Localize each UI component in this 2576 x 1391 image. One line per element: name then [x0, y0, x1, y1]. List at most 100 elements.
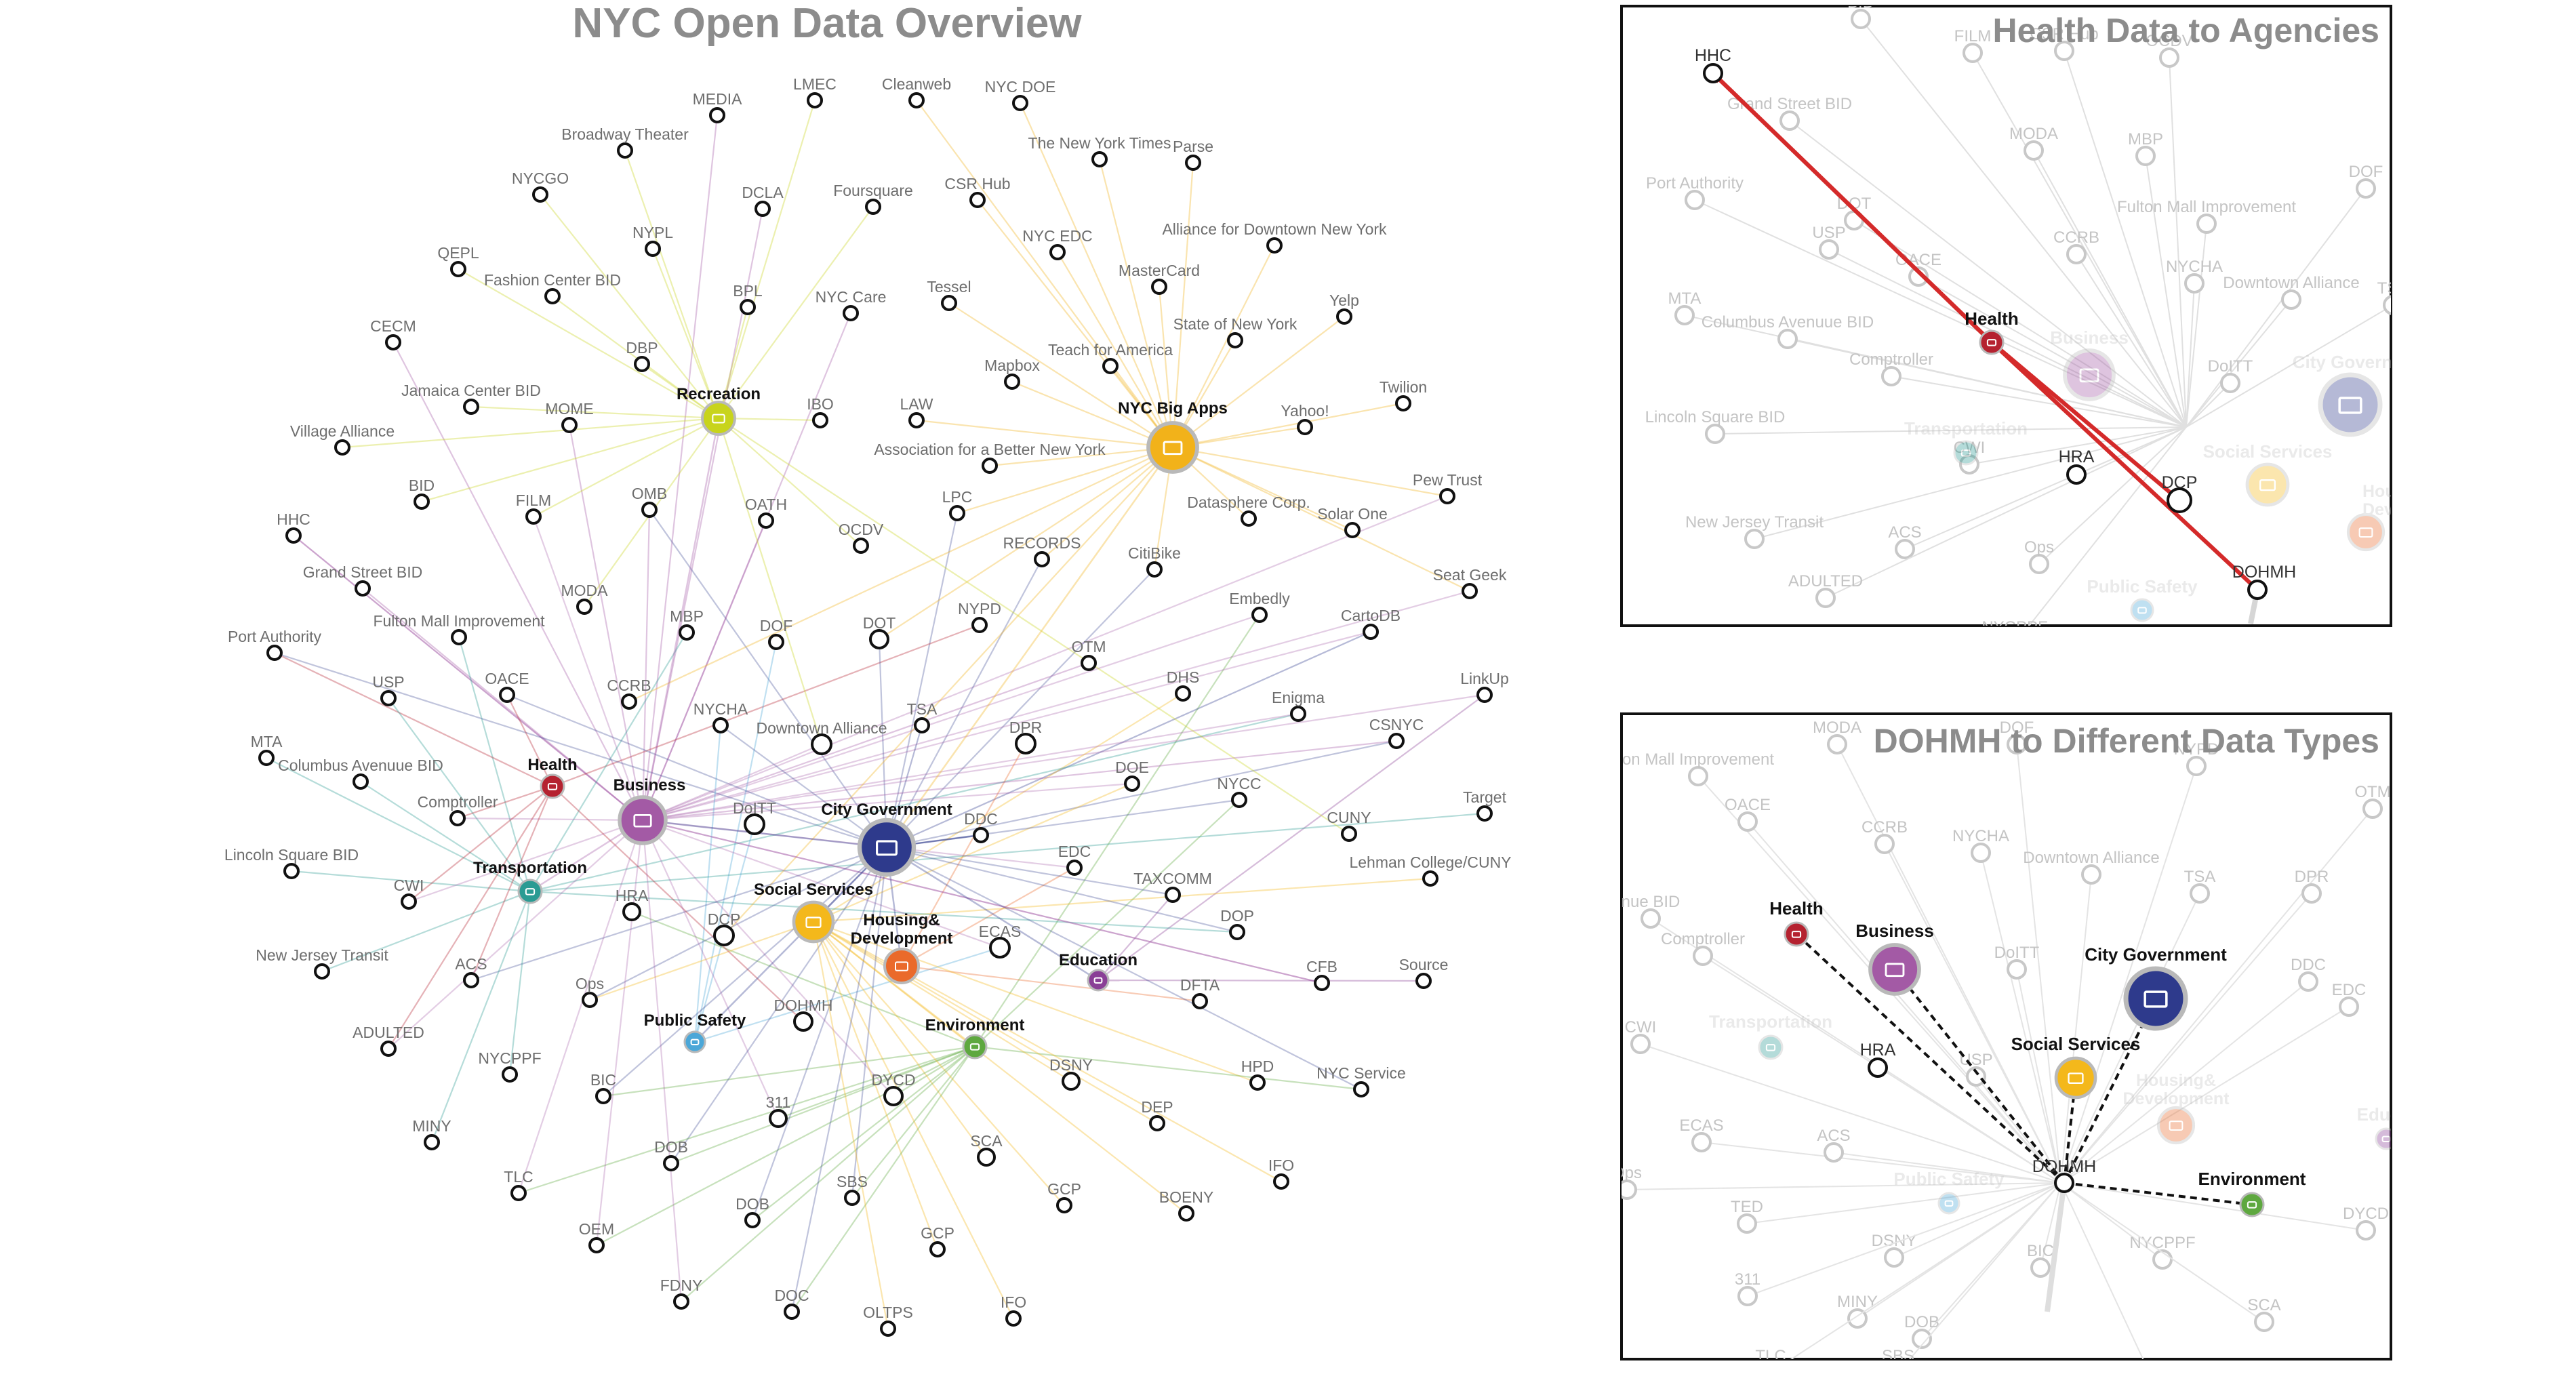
panel-health-node-dof[interactable]: DOF [2349, 163, 2383, 199]
panel-dohmh-node-bic[interactable]: BIC [2027, 1242, 2054, 1278]
hub-transportation[interactable]: Transportation [473, 859, 587, 904]
agency-node-dhs[interactable]: DHS [1167, 668, 1200, 702]
panel-health-node-hhc[interactable]: HHC [1695, 46, 1731, 83]
agency-node-dot[interactable]: DOT [863, 614, 896, 649]
agency-node-dbp[interactable]: DBP [626, 339, 658, 372]
panel-health-node-acs[interactable]: ACS [1888, 523, 1922, 559]
panel-health-hub-health[interactable]: Health [1965, 308, 2019, 355]
panel-dohmh-node-dohmh[interactable]: DOHMH [2032, 1157, 2096, 1193]
agency-node-cwi[interactable]: CWI [394, 876, 424, 910]
panel-dohmh-node-ecas[interactable]: ECAS [1679, 1116, 1724, 1152]
panel-dohmh-hub-transportation[interactable]: Transportation [1709, 1011, 1832, 1060]
agency-node-lmec[interactable]: LMEC [793, 75, 837, 108]
hub-big-apps[interactable]: NYC Big Apps [1118, 399, 1228, 474]
panel-dohmh-node-usp[interactable]: USP [1959, 1051, 1993, 1087]
agency-node-nycppf[interactable]: NYCPPF [478, 1049, 542, 1083]
agency-node-yahoo[interactable]: Yahoo! [1281, 402, 1329, 435]
agency-node-hpd[interactable]: HPD [1241, 1057, 1274, 1091]
agency-node-columbus-avenuue-bid[interactable]: Columbus Avenuue BID [278, 757, 443, 790]
agency-node-parse[interactable]: Parse [1173, 138, 1213, 171]
agency-node-hhc[interactable]: HHC [277, 510, 310, 544]
agency-node-bpl[interactable]: BPL [733, 282, 763, 315]
agency-node-mapbox[interactable]: Mapbox [984, 357, 1040, 390]
agency-node-otm[interactable]: OTM [1071, 638, 1106, 671]
hub-public-safety[interactable]: Public Safety [644, 1011, 746, 1053]
panel-dohmh-hub-health[interactable]: Health [1769, 898, 1824, 947]
panel-dohmh-node-sca[interactable]: SCA [2247, 1296, 2281, 1332]
agency-node-association-for-a-better-new-york[interactable]: Association for a Better New York [874, 441, 1106, 474]
panel-dohmh-node-dsny[interactable]: DSNY [1872, 1232, 1917, 1268]
agency-node-teach-for-america[interactable]: Teach for America [1048, 341, 1173, 374]
hub-city-government[interactable]: City Government [821, 801, 952, 877]
panel-dohmh-node-cwi[interactable]: CWI [1625, 1018, 1657, 1054]
agency-node-tessel[interactable]: Tessel [927, 278, 971, 311]
agency-node-ifo[interactable]: IFO [1268, 1156, 1294, 1190]
panel-dohmh-node-nypd[interactable]: NYPD [2174, 740, 2219, 776]
hub-environment[interactable]: Environment [925, 1016, 1025, 1060]
agency-node-fashion-center-bid[interactable]: Fashion Center BID [484, 271, 621, 304]
agency-node-csr-hub[interactable]: CSR Hub [944, 175, 1011, 208]
agency-node-yelp[interactable]: Yelp [1329, 291, 1359, 325]
panel-health-node-new-jersey-transit[interactable]: New Jersey Transit [1685, 513, 1824, 549]
agency-node-usp[interactable]: USP [372, 673, 405, 706]
panel-health-hub-social-services[interactable]: Social Services [2203, 441, 2333, 507]
agency-node-mome[interactable]: MOME [545, 400, 594, 433]
panel-health-node-mbp[interactable]: MBP [2128, 130, 2163, 166]
panel-health-node-bid[interactable]: BID [1847, 0, 1874, 29]
panel-dohmh-node-dof[interactable]: DOF [2000, 719, 2034, 754]
agency-node-boeny[interactable]: BOENY [1159, 1188, 1214, 1222]
agency-node-acs[interactable]: ACS [455, 955, 487, 988]
panel-dohmh-node-ccrb[interactable]: CCRB [1861, 818, 1908, 854]
agency-node-nyc-doe[interactable]: NYC DOE [985, 78, 1056, 111]
panel-health-node-film[interactable]: FILM [1954, 27, 1992, 63]
panel-health-node-dohmh[interactable]: DOHMH [2232, 563, 2296, 600]
agency-node-dop[interactable]: DOP [1220, 907, 1254, 940]
agency-node-nycc[interactable]: NYCC [1217, 775, 1262, 808]
hub-education[interactable]: Education [1059, 951, 1138, 992]
agency-node-law[interactable]: LAW [900, 395, 933, 428]
agency-node-ddc[interactable]: DDC [964, 810, 998, 843]
hub-health[interactable]: Health [527, 756, 578, 799]
panel-dohmh-node-dob[interactable]: DOB [1904, 1313, 1939, 1349]
agency-node-grand-street-bid[interactable]: Grand Street BID [303, 563, 422, 597]
agency-node-citibike[interactable]: CitiBike [1128, 544, 1181, 578]
hub-social-services[interactable]: Social Services [754, 881, 873, 944]
hub-business[interactable]: Business [613, 776, 686, 845]
panel-dohmh-node-acs[interactable]: ACS [1817, 1127, 1851, 1163]
agency-node-dpr[interactable]: DPR [1009, 719, 1043, 754]
agency-node-tsa[interactable]: TSA [907, 700, 938, 733]
agency-node-dcp[interactable]: DCP [708, 910, 741, 946]
panel-dohmh-hub-environment[interactable]: Environment [2198, 1169, 2306, 1217]
agency-node-oath[interactable]: OATH [745, 496, 787, 529]
agency-node-nyc-service[interactable]: NYC Service [1316, 1064, 1406, 1097]
agency-node-alliance-for-downtown-new-york[interactable]: Alliance for Downtown New York [1162, 220, 1387, 254]
panel-dohmh-node-moda[interactable]: MODA [1813, 719, 1861, 754]
panel-dohmh-node-downtown-alliance[interactable]: Downtown Alliance [2023, 849, 2160, 885]
agency-node-bid[interactable]: BID [409, 477, 435, 510]
panel-health-node-dcp[interactable]: DCP [2162, 473, 2198, 513]
panel-health-node-columbus-avenuue-bid[interactable]: Columbus Avenuue BID [1702, 313, 1874, 349]
agency-node-nyc-edc[interactable]: NYC EDC [1022, 227, 1093, 260]
agency-node-oem[interactable]: OEM [579, 1220, 614, 1253]
agency-node-gcp[interactable]: GCP [1047, 1180, 1081, 1213]
agency-node-broadway-theater[interactable]: Broadway Theater [561, 125, 689, 159]
agency-node-ifo[interactable]: IFO [1001, 1293, 1026, 1327]
panel-dohmh-node-sbs[interactable]: SBS [1882, 1347, 1914, 1382]
panel-dohmh-node-on-mall-improvement[interactable]: on Mall Improvement [1622, 750, 1774, 786]
agency-node-film[interactable]: FILM [516, 491, 551, 525]
agency-node-ccrb[interactable]: CCRB [607, 677, 651, 710]
panel-health-node-hra[interactable]: HRA [2059, 447, 2095, 485]
panel-dohmh-node-ops[interactable]: Ops [1612, 1164, 1642, 1200]
agency-node-linkup[interactable]: LinkUp [1460, 670, 1509, 703]
agency-node-dsny[interactable]: DSNY [1049, 1056, 1093, 1091]
panel-dohmh-node-tsa[interactable]: TSA [2184, 868, 2216, 904]
agency-node-dfta[interactable]: DFTA [1180, 976, 1220, 1009]
panel-dohmh-node-dycd[interactable]: DYCD [2343, 1205, 2389, 1241]
agency-node-gcp[interactable]: GCP [921, 1224, 954, 1257]
panel-health-node-ccrb[interactable]: CCRB [2053, 228, 2099, 264]
agency-node-target[interactable]: Target [1463, 788, 1507, 822]
panel-health-node-downtown-alliance[interactable]: Downtown Alliance [2223, 274, 2360, 310]
panel-dohmh-node-comptroller[interactable]: Comptroller [1661, 930, 1745, 966]
agency-node-ecas[interactable]: ECAS [979, 923, 1022, 959]
agency-node-downtown-alliance[interactable]: Downtown Alliance [756, 719, 887, 755]
